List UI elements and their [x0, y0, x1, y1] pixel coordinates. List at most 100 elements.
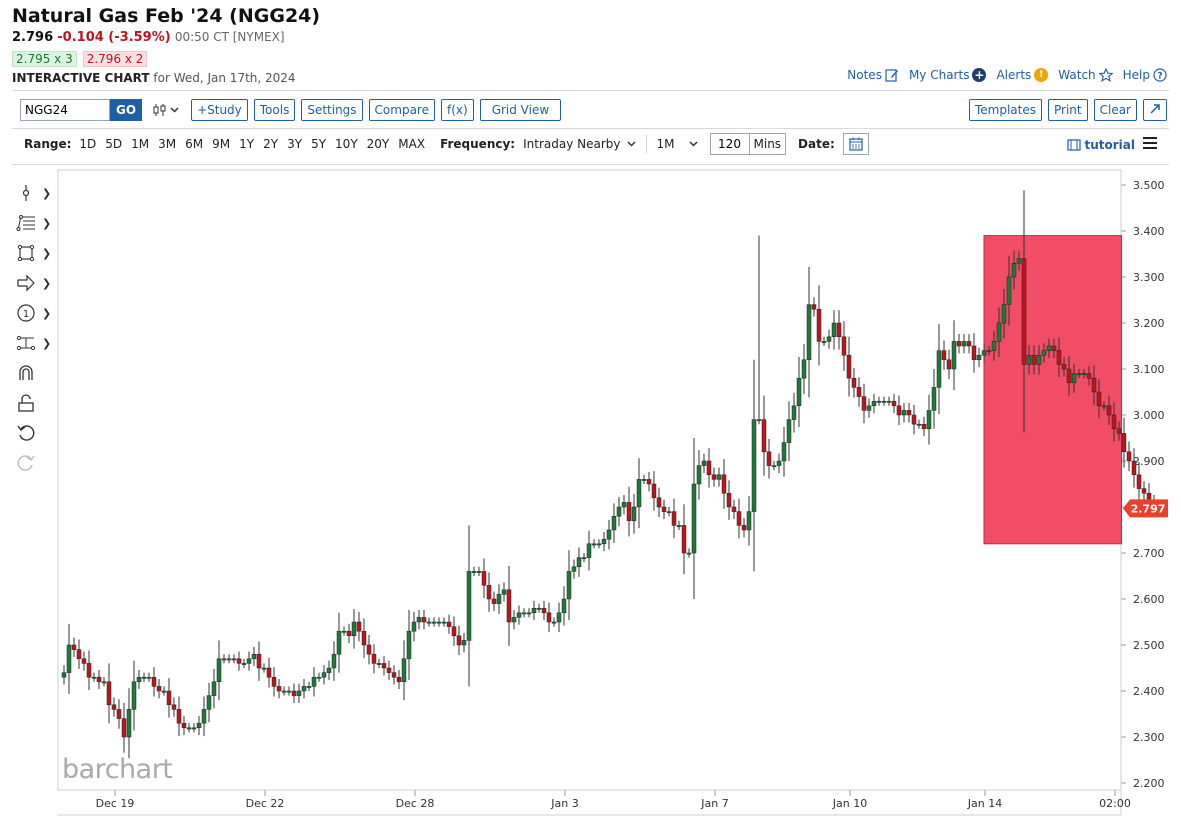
- candle: [261, 663, 267, 673]
- measure-tool[interactable]: ❯: [16, 328, 56, 358]
- candle: [236, 651, 242, 671]
- chevron-right-icon[interactable]: ❯: [42, 276, 52, 290]
- candle: [86, 650, 92, 691]
- candle: [791, 392, 797, 433]
- candle: [911, 404, 917, 435]
- go-button[interactable]: GO: [110, 99, 143, 121]
- candle: [606, 519, 612, 550]
- chevron-right-icon[interactable]: ❯: [42, 336, 52, 350]
- redo-icon: [17, 455, 35, 471]
- candle: [456, 625, 462, 656]
- candle: [896, 395, 902, 426]
- rectangle-tool[interactable]: ❯: [16, 238, 56, 268]
- range-2y[interactable]: 2Y: [263, 137, 279, 151]
- redo-tool[interactable]: [16, 448, 56, 478]
- candle: [591, 539, 597, 549]
- chevron-right-icon[interactable]: ❯: [42, 246, 52, 260]
- fib-tool[interactable]: ❯: [16, 208, 56, 238]
- candle: [946, 349, 952, 380]
- chart-type-selector[interactable]: [152, 103, 179, 117]
- candle: [721, 459, 727, 509]
- candle: [1136, 461, 1142, 502]
- x-tick-label: Jan 7: [700, 797, 728, 810]
- range-10y[interactable]: 10Y: [335, 137, 358, 151]
- templates-button[interactable]: Templates: [968, 99, 1042, 121]
- candle: [936, 323, 942, 415]
- candle: [961, 334, 967, 354]
- candle: [536, 603, 542, 613]
- candle: [511, 610, 517, 630]
- tutorial-link[interactable]: tutorial: [1067, 138, 1135, 152]
- magnet-tool[interactable]: [16, 358, 56, 388]
- fx-button[interactable]: f(x): [440, 99, 474, 121]
- range-1d[interactable]: 1D: [79, 137, 97, 151]
- x-tick-label: Jan 14: [967, 797, 1002, 810]
- my-charts-link[interactable]: My Charts +: [909, 68, 987, 82]
- candle: [1086, 366, 1092, 386]
- candle: [366, 634, 372, 665]
- help-link[interactable]: Help ?: [1123, 68, 1167, 82]
- lock-tool[interactable]: [16, 388, 56, 418]
- print-button[interactable]: Print: [1048, 99, 1088, 121]
- candle: [231, 654, 237, 664]
- watch-link[interactable]: Watch: [1058, 68, 1113, 82]
- frequency-select[interactable]: Intraday Nearby: [523, 137, 636, 151]
- range-3y[interactable]: 3Y: [287, 137, 303, 151]
- candle: [846, 336, 852, 397]
- tools-button[interactable]: Tools: [253, 99, 296, 121]
- notes-link[interactable]: Notes: [847, 68, 899, 82]
- candle: [686, 548, 692, 558]
- range-1y[interactable]: 1Y: [239, 137, 255, 151]
- chevron-right-icon[interactable]: ❯: [42, 306, 52, 320]
- candle: [106, 663, 112, 724]
- price-change: -0.104 (-3.59%): [57, 30, 171, 45]
- page-title: Natural Gas Feb '24 (NGG24): [12, 5, 321, 27]
- candle: [346, 623, 352, 644]
- clear-button[interactable]: Clear: [1093, 99, 1137, 121]
- candle: [301, 679, 307, 699]
- candle: [831, 310, 837, 350]
- candle: [741, 518, 747, 538]
- range-max[interactable]: MAX: [398, 137, 426, 151]
- candle: [786, 401, 792, 461]
- film-icon: [1067, 139, 1082, 151]
- highlight-box[interactable]: [983, 235, 1122, 545]
- range-5d[interactable]: 5D: [105, 137, 123, 151]
- range-6m[interactable]: 6M: [185, 137, 204, 151]
- chevron-right-icon[interactable]: ❯: [42, 216, 52, 230]
- interactive-chart-title: INTERACTIVE CHART: [12, 71, 150, 85]
- candle: [956, 334, 962, 354]
- compare-button[interactable]: Compare: [368, 99, 435, 121]
- candle: [401, 640, 407, 701]
- counter-tool[interactable]: 1 ❯: [16, 298, 56, 328]
- undo-tool[interactable]: [16, 418, 56, 448]
- symbol-input[interactable]: [20, 99, 110, 121]
- settings-button[interactable]: Settings: [301, 99, 363, 121]
- candle: [1141, 481, 1147, 501]
- date-picker-button[interactable]: [842, 133, 869, 155]
- expand-button[interactable]: [1143, 99, 1167, 121]
- period-select[interactable]: 1M: [657, 137, 698, 151]
- range-3m[interactable]: 3M: [158, 137, 177, 151]
- range-5y[interactable]: 5Y: [311, 137, 327, 151]
- study-button[interactable]: +Study: [191, 99, 248, 121]
- candle: [1026, 345, 1032, 375]
- arrow-tool[interactable]: ❯: [16, 268, 56, 298]
- menu-icon[interactable]: [1143, 137, 1157, 152]
- alerts-link[interactable]: Alerts !: [996, 68, 1049, 82]
- grid-view-button[interactable]: Grid View: [479, 99, 562, 121]
- range-1m[interactable]: 1M: [131, 137, 150, 151]
- interval-input[interactable]: [709, 133, 750, 155]
- range-9m[interactable]: 9M: [212, 137, 231, 151]
- chevron-right-icon[interactable]: ❯: [42, 186, 52, 200]
- crosshair-tool[interactable]: ❯: [16, 178, 56, 208]
- candle: [571, 559, 577, 579]
- candle: [771, 461, 777, 471]
- last-price-tag: 2.797: [1123, 499, 1168, 518]
- candle: [61, 665, 67, 685]
- candle: [646, 472, 652, 492]
- candle: [1091, 365, 1097, 405]
- candle: [426, 617, 432, 627]
- range-20y[interactable]: 20Y: [366, 137, 390, 151]
